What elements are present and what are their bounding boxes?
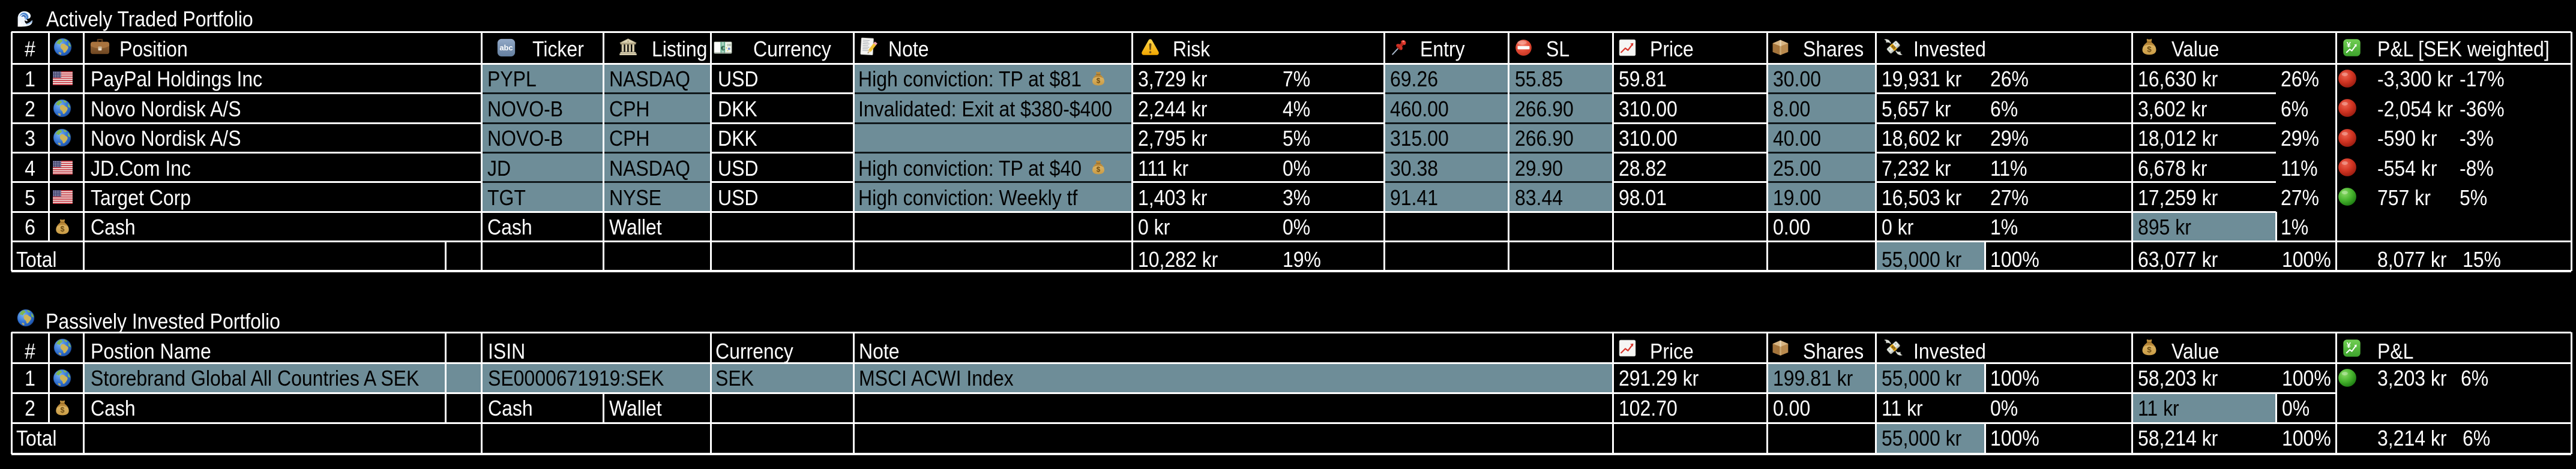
svg-text:¥: ¥ xyxy=(2347,341,2352,350)
svg-text:$: $ xyxy=(61,225,65,233)
svg-text:$: $ xyxy=(1097,77,1101,85)
svg-text:00: 00 xyxy=(727,44,731,47)
svg-text:€: € xyxy=(721,45,725,52)
svg-text:$: $ xyxy=(1890,44,1896,50)
svg-text:$: $ xyxy=(2147,45,2152,54)
svg-text:$: $ xyxy=(2147,345,2152,354)
svg-text:$: $ xyxy=(1890,344,1896,351)
svg-text:$: $ xyxy=(1097,167,1101,174)
svg-text:¥: ¥ xyxy=(2347,40,2352,49)
svg-text:$: $ xyxy=(61,406,65,414)
svg-text:abc: abc xyxy=(499,43,513,52)
